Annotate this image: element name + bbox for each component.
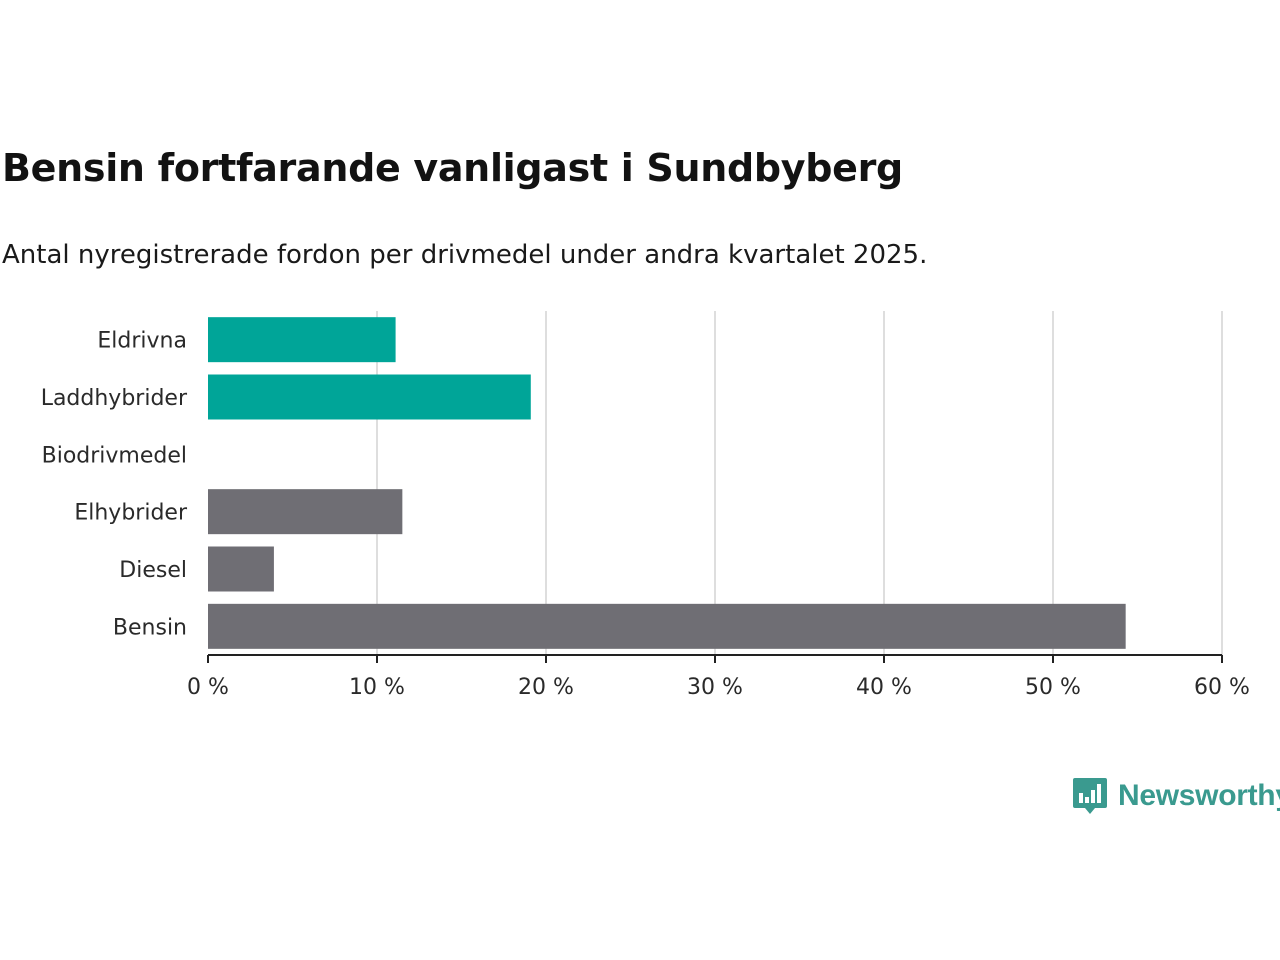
x-tick-label: 50 % [1025,675,1081,700]
category-label: Elhybrider [74,501,188,526]
category-label: Eldrivna [97,329,187,354]
bar [208,317,396,363]
bar-chart-speech-bubble-icon [1073,778,1107,814]
category-label: Biodrivmedel [42,443,187,468]
chart-subtitle: Antal nyregistrerade fordon per drivmede… [2,240,928,270]
brand-name: Newsworthy [1118,779,1280,812]
category-label: Laddhybrider [41,386,188,411]
x-tick-label: 0 % [187,675,229,700]
newsworthy-logo: Newsworthy [1072,776,1280,816]
x-tick-label: 60 % [1194,675,1250,700]
category-label: Bensin [113,615,187,640]
bar [208,546,274,592]
category-label: Diesel [119,558,187,583]
x-tick-label: 20 % [518,675,574,700]
bar [208,489,403,535]
x-tick-label: 30 % [687,675,743,700]
x-tick-label: 10 % [349,675,405,700]
bar [208,374,531,420]
x-tick-label: 40 % [856,675,912,700]
bar [208,603,1126,649]
chart-title: Bensin fortfarande vanligast i Sundbyber… [2,146,903,190]
